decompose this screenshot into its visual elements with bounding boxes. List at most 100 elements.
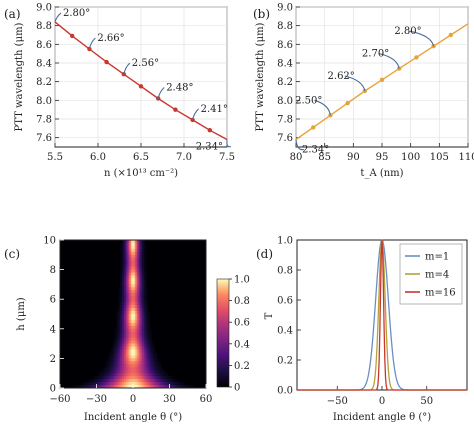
heatmap-cell [122,322,125,327]
heatmap-cell [147,316,151,321]
heatmap-cell [178,385,182,388]
heatmap-cell [120,379,123,383]
heatmap-cell [133,379,136,383]
annotation-arrow [344,75,366,92]
heatmap-cell [127,379,130,383]
heatmap-cell [120,266,123,271]
heatmap-cell [138,263,141,268]
heatmap-cell [162,376,165,380]
heatmap-cell [145,331,149,336]
y-tick-label: 8.2 [277,77,293,88]
heatmap-cell [154,379,158,383]
heatmap-cell [131,287,134,291]
heatmap-cell [123,382,127,386]
heatmap-cell [180,382,183,386]
heatmap-cell [169,382,172,386]
heatmap-cell [114,334,118,339]
heatmap-cell [129,340,132,345]
heatmap-cell [105,373,109,377]
heatmap-cell [133,322,136,327]
heatmap-cell [105,376,109,380]
heatmap-cell [134,257,138,262]
heatmap-cell [125,311,129,315]
heatmap-cell [142,305,145,309]
heatmap-cell [136,343,140,348]
heatmap-cell [142,328,145,333]
heatmap-cell [122,343,125,348]
heatmap-cell [125,382,129,386]
heatmap-cell [138,254,141,259]
heatmap-cell [107,379,110,383]
heatmap-cell [136,361,140,365]
heatmap-cell [112,358,116,362]
heatmap-cell [143,352,147,357]
colorbar-tick-label: 0.6 [234,318,250,329]
heatmap-cell [103,367,107,371]
heatmap-cell [122,316,125,321]
heatmap-cell [145,340,149,345]
heatmap-cell [112,385,116,388]
heatmap-cell [140,314,143,318]
heatmap-cell [140,272,143,277]
heatmap-cell [136,275,140,280]
heatmap-cell [171,382,174,386]
heatmap-cell [140,349,143,354]
heatmap-cell [143,293,147,297]
heatmap-cell [111,376,114,380]
heatmap-cell [116,385,119,388]
heatmap-cell [125,361,129,365]
x-axis-label-d: Incident angle θ (°) [333,412,431,423]
data-point [379,77,385,83]
heatmap-cell [154,364,158,368]
heatmap-cell [140,376,143,380]
heatmap-cell [145,308,149,312]
heatmap-cell [138,334,141,339]
heatmap-cell [127,308,130,312]
heatmap-cell [142,346,145,351]
heatmap-cell [127,284,130,288]
heatmap-cell [91,382,94,386]
y-tick-label: 8.4 [277,59,293,70]
heatmap-cell [111,355,114,359]
heatmap-cell [143,349,147,354]
heatmap-cell [133,281,136,285]
heatmap-cell [129,251,132,256]
heatmap-cell [134,240,138,244]
x-tick-label: 30 [163,394,176,405]
heatmap-cell [154,376,158,380]
heatmap-cell [140,343,143,348]
heatmap-cell [142,340,145,345]
heatmap-cell [133,331,136,336]
x-tick-label: 50 [420,396,433,407]
heatmap-cell [131,376,134,380]
heatmap-cell [134,254,138,259]
heatmap-cell [134,319,138,324]
heatmap-cell [127,299,130,303]
heatmap-cell [127,322,130,327]
heatmap-cell [122,275,125,280]
heatmap-cell [134,352,138,357]
heatmap-cell [129,316,132,321]
y-tick-label: 8.6 [277,40,293,51]
heatmap-cell [127,311,130,315]
heatmap-cell [125,245,129,250]
heatmap-cell [145,346,149,351]
heatmap-cell [133,284,136,288]
heatmap-cell [136,346,140,351]
heatmap-cell [122,245,125,250]
y-tick-label: 6 [50,295,56,306]
heatmap-cell [142,311,145,315]
heatmap-cell [136,322,140,327]
heatmap-cell [127,358,130,362]
heatmap-cell [118,319,121,324]
heatmap-cell [103,376,107,380]
x-axis-label-b: t_A (nm) [360,168,403,179]
heatmap-cell [118,328,121,333]
x-tick-label: 80 [290,152,303,163]
heatmap-cell [138,328,141,333]
heatmap-cell [138,287,141,291]
heatmap-cell [123,376,127,380]
heatmap-cell [134,373,138,377]
heatmap-cell [114,367,118,371]
heatmap-cell [116,379,119,383]
